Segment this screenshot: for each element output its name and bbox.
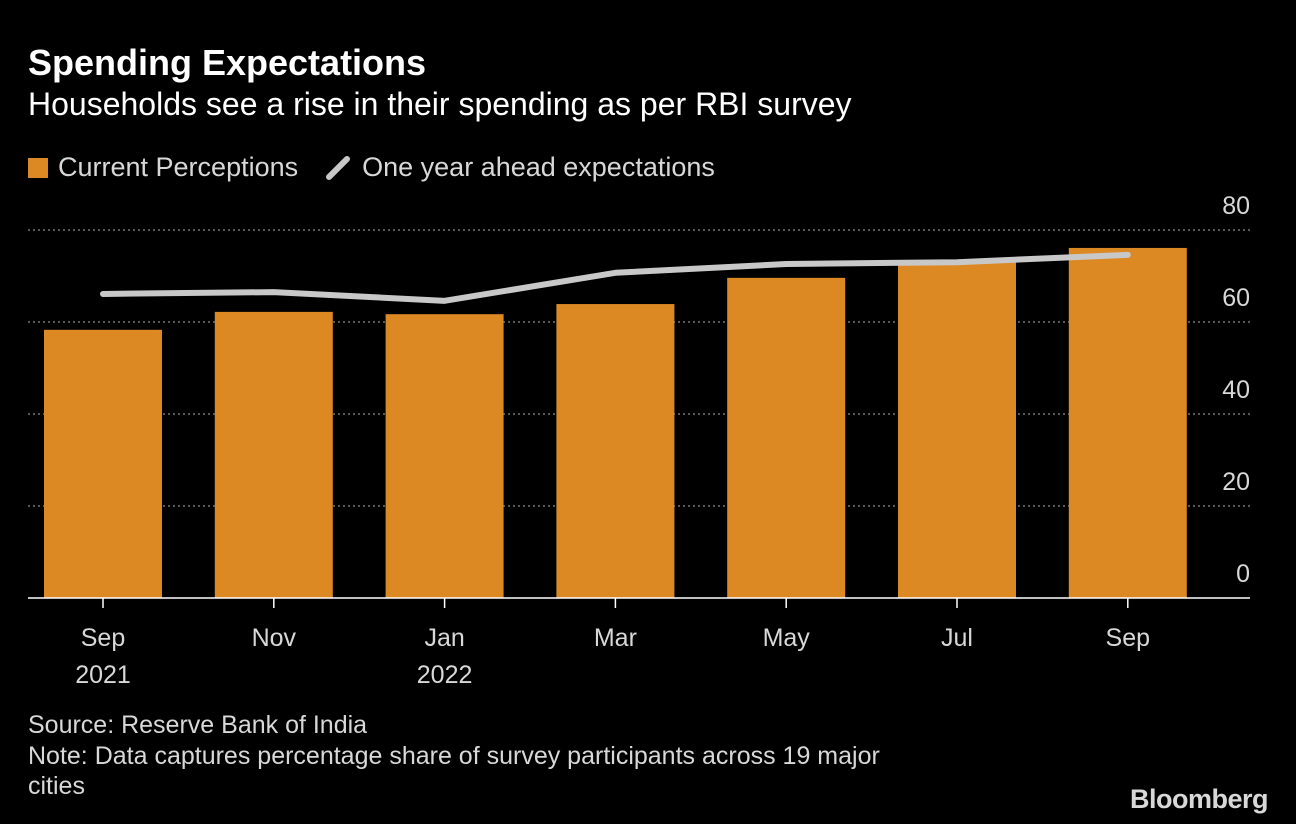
x-tick-label: Jul xyxy=(941,624,973,652)
y-tick-label: 0 xyxy=(1236,560,1250,588)
y-tick-label: 80 xyxy=(1222,192,1250,220)
legend-label-current: Current Perceptions xyxy=(58,152,299,182)
legend-label-expectations: One year ahead expectations xyxy=(362,152,715,182)
legend-line-swatch xyxy=(326,155,351,180)
x-tick-label: Sep xyxy=(1106,624,1150,652)
y-tick-label: 20 xyxy=(1222,468,1250,496)
x-tick-year-label: 2022 xyxy=(417,661,473,689)
y-tick-label: 60 xyxy=(1222,284,1250,312)
x-tick-label: Jan xyxy=(424,624,464,652)
bar xyxy=(385,314,504,598)
note-line-2: cities xyxy=(28,772,85,800)
x-tick-label: May xyxy=(763,624,811,652)
note-line-1: Note: Data captures percentage share of … xyxy=(28,742,880,770)
bar xyxy=(1068,247,1187,598)
x-tick-year-label: 2021 xyxy=(75,661,131,689)
bloomberg-logo: Bloomberg xyxy=(1129,784,1269,814)
x-tick-label: Sep xyxy=(81,624,125,652)
x-tick-label: Nov xyxy=(252,624,297,652)
bar xyxy=(898,262,1016,598)
bar xyxy=(727,277,846,598)
y-tick-label: 40 xyxy=(1222,376,1250,404)
chart-subtitle: Households see a rise in their spending … xyxy=(28,86,852,122)
bar xyxy=(214,311,333,598)
x-tick-label: Mar xyxy=(594,624,637,652)
chart-title: Spending Expectations xyxy=(28,42,427,83)
legend-bar-swatch xyxy=(28,157,48,178)
bar xyxy=(44,329,162,598)
source-note: Source: Reserve Bank of India xyxy=(28,711,368,739)
bar xyxy=(556,304,675,598)
legend: Current Perceptions One year ahead expec… xyxy=(28,152,715,183)
